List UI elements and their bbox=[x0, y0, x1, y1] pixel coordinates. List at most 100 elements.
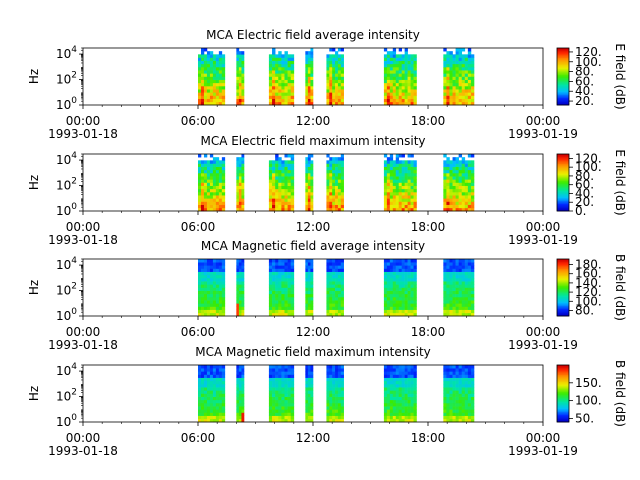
colorbar-tick-label: 40. bbox=[575, 186, 594, 200]
data-block bbox=[236, 259, 245, 317]
data-block bbox=[305, 154, 314, 212]
data-block bbox=[198, 259, 226, 317]
x-tick-label: 00:00 bbox=[526, 325, 561, 339]
x-tick-label: 18:00 bbox=[411, 220, 446, 234]
colorbar-frame bbox=[556, 364, 570, 423]
x-tick-label: 06:00 bbox=[181, 114, 216, 128]
colorbar-tick-label: 140. bbox=[575, 276, 602, 290]
colorbar-tick-label: 180. bbox=[575, 258, 602, 272]
colorbar-frame bbox=[556, 153, 570, 212]
data-block bbox=[326, 154, 344, 212]
panel-title: MCA Magnetic field average intensity bbox=[201, 239, 425, 253]
panel-3: MCA Magnetic field average intensity 100 1… bbox=[27, 239, 627, 352]
y-axis-label: Hz bbox=[27, 175, 41, 190]
colorbar-frame bbox=[556, 258, 570, 317]
y-tick-label: 104 bbox=[56, 45, 77, 61]
data-block bbox=[236, 365, 245, 423]
colorbar-tick-label: 150. bbox=[575, 376, 602, 390]
x-date-label: 1993-01-19 bbox=[508, 444, 578, 458]
y-axis-label: Hz bbox=[27, 280, 41, 295]
data-block bbox=[198, 48, 226, 106]
colorbar-tick-label: 100. bbox=[575, 294, 602, 308]
data-block bbox=[326, 365, 344, 423]
colorbar-label: E field (dB) bbox=[613, 149, 627, 215]
colorbar-tick-label: 20. bbox=[575, 94, 594, 108]
data-block bbox=[268, 154, 295, 212]
colorbar: 20.40.60.80.100.120. E field (dB) bbox=[556, 43, 627, 110]
x-tick-label: 18:00 bbox=[411, 114, 446, 128]
data-block bbox=[198, 365, 226, 423]
data-block bbox=[268, 48, 295, 106]
data-block bbox=[383, 154, 417, 212]
panel-title: MCA Electric field maximum intensity bbox=[200, 134, 425, 148]
x-date-label: 1993-01-18 bbox=[48, 444, 118, 458]
x-tick-label: 12:00 bbox=[296, 325, 331, 339]
y-tick-label: 102 bbox=[56, 71, 77, 87]
colorbar-tick-label: 120. bbox=[575, 151, 602, 165]
colorbar-label: B field (dB) bbox=[613, 254, 627, 321]
y-tick-label: 100 bbox=[56, 202, 77, 218]
colorbar-tick-label: 160. bbox=[575, 267, 602, 281]
y-axis-label: Hz bbox=[27, 69, 41, 84]
y-tick-label: 100 bbox=[56, 307, 77, 323]
data-block bbox=[305, 365, 314, 423]
x-tick-label: 06:00 bbox=[181, 431, 216, 445]
panel-2: MCA Electric field maximum intensity 100 1… bbox=[27, 134, 627, 247]
x-tick-label: 12:00 bbox=[296, 114, 331, 128]
colorbar-tick-label: 40. bbox=[575, 84, 594, 98]
x-tick-label: 00:00 bbox=[526, 220, 561, 234]
data-block bbox=[268, 365, 295, 423]
colorbar-tick-label: 100. bbox=[575, 394, 602, 408]
data-block bbox=[305, 48, 314, 106]
x-tick-label: 00:00 bbox=[66, 114, 101, 128]
data-block bbox=[383, 259, 417, 317]
colorbar-label: E field (dB) bbox=[613, 43, 627, 109]
colorbar-label: B field (dB) bbox=[613, 360, 627, 427]
x-date-label: 1993-01-19 bbox=[508, 233, 578, 247]
y-tick-label: 102 bbox=[56, 388, 77, 404]
colorbar-frame bbox=[556, 47, 570, 106]
x-tick-label: 00:00 bbox=[526, 431, 561, 445]
x-tick-label: 18:00 bbox=[411, 325, 446, 339]
panel-title: MCA Electric field average intensity bbox=[206, 28, 420, 42]
y-tick-label: 104 bbox=[56, 362, 77, 378]
data-block bbox=[383, 48, 417, 106]
colorbar-tick-label: 80. bbox=[575, 303, 594, 317]
data-block bbox=[236, 48, 245, 106]
x-tick-label: 00:00 bbox=[66, 431, 101, 445]
y-tick-label: 104 bbox=[56, 256, 77, 272]
colorbar-tick-label: 0. bbox=[575, 204, 586, 218]
y-tick-label: 104 bbox=[56, 151, 77, 167]
colorbar-tick-label: 60. bbox=[575, 178, 594, 192]
data-block bbox=[383, 365, 417, 423]
colorbar-tick-label: 120. bbox=[575, 285, 602, 299]
x-date-label: 1993-01-19 bbox=[508, 127, 578, 141]
x-date-label: 1993-01-19 bbox=[508, 338, 578, 352]
data-block bbox=[198, 154, 226, 212]
data-block bbox=[443, 154, 475, 212]
panel-title: MCA Magnetic field maximum intensity bbox=[195, 345, 431, 359]
x-tick-label: 12:00 bbox=[296, 220, 331, 234]
data-block bbox=[305, 259, 314, 317]
colorbar: 50. 100. 150. B field (dB) bbox=[556, 360, 627, 427]
panel-4: MCA Magnetic field maximum intensity 100 1… bbox=[27, 345, 627, 458]
data-block bbox=[326, 259, 344, 317]
x-tick-label: 18:00 bbox=[411, 431, 446, 445]
data-block bbox=[443, 48, 475, 106]
data-block bbox=[443, 259, 475, 317]
x-tick-label: 12:00 bbox=[296, 431, 331, 445]
x-date-label: 1993-01-18 bbox=[48, 233, 118, 247]
x-tick-label: 00:00 bbox=[526, 114, 561, 128]
y-axis-label: Hz bbox=[27, 386, 41, 401]
colorbar-tick-label: 50. bbox=[575, 411, 594, 425]
colorbar-tick-label: 20. bbox=[575, 195, 594, 209]
colorbar-tick-label: 80. bbox=[575, 169, 594, 183]
y-tick-label: 102 bbox=[56, 177, 77, 193]
data-block bbox=[268, 259, 295, 317]
colorbar-tick-label: 120. bbox=[575, 45, 602, 59]
data-block bbox=[326, 48, 344, 106]
x-tick-label: 00:00 bbox=[66, 220, 101, 234]
y-tick-label: 102 bbox=[56, 282, 77, 298]
x-tick-label: 00:00 bbox=[66, 325, 101, 339]
